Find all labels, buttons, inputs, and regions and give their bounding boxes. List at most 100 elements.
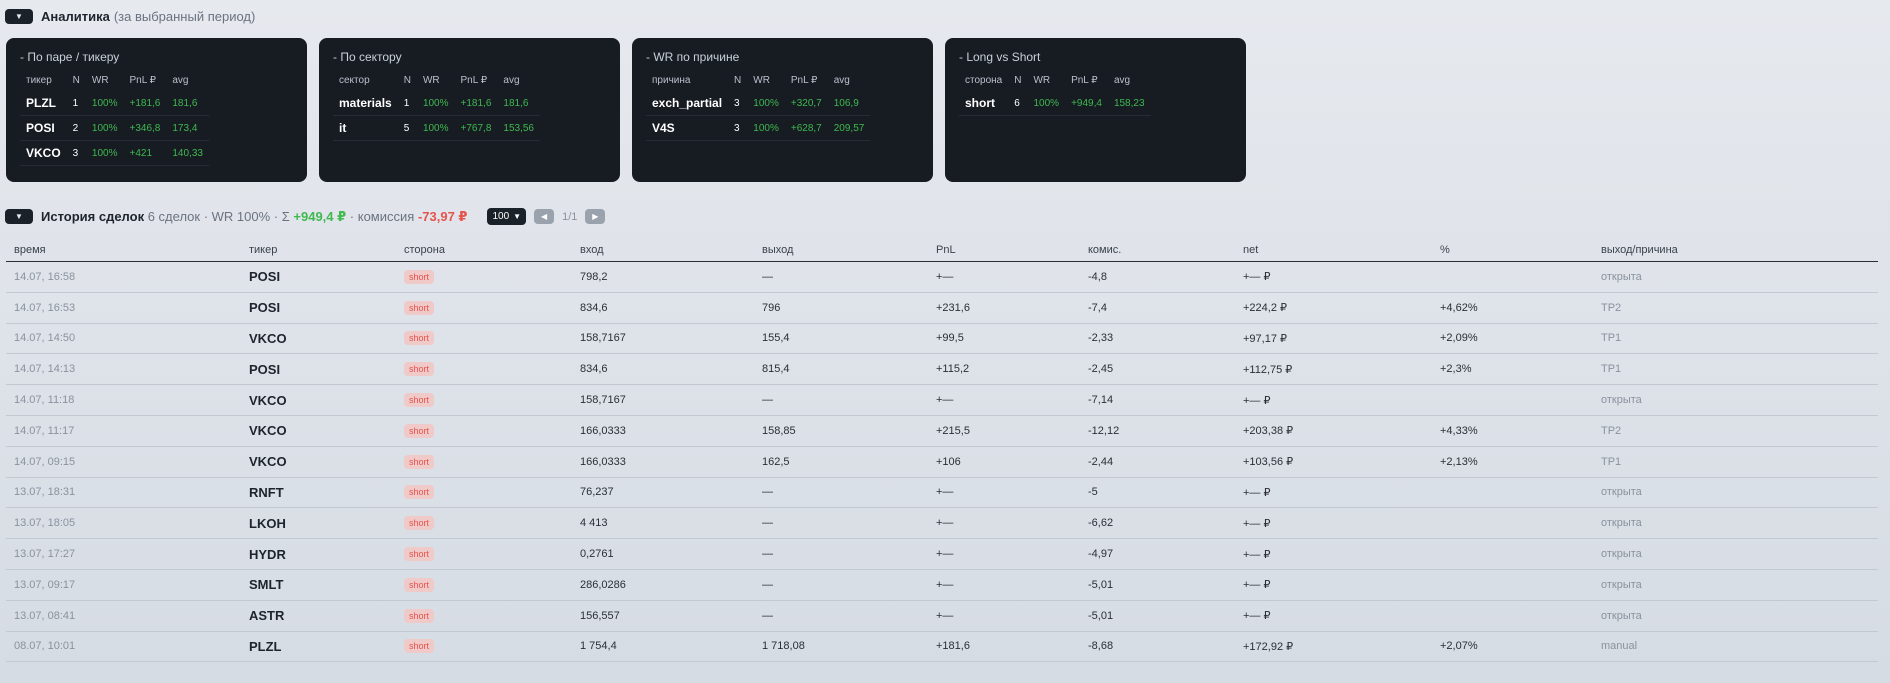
card-column-header[interactable]: avg — [503, 75, 520, 86]
card-column-header[interactable]: avg — [172, 75, 189, 86]
column-header[interactable]: PnL — [928, 238, 1080, 262]
card-column-header[interactable]: PnL ₽ — [790, 75, 818, 86]
card-column-header[interactable]: N — [403, 75, 411, 86]
card-header-row: тикер N WR PnL ₽ avg — [20, 72, 209, 91]
card-by-ticker: - По паре / тикеру тикер N WR PnL ₽ avg PLZL 1… — [6, 38, 307, 182]
table-row[interactable]: 13.07, 18:31 RNFT short 76,237— +— -5 +— ₽ откр… — [6, 477, 1878, 509]
pnl-cell: +181,6 — [928, 631, 1080, 663]
card-cell: +767,8 — [454, 115, 498, 141]
analytics-toggle-button[interactable]: ▼ — [5, 9, 33, 24]
card-title[interactable]: - По паре / тикеру — [20, 50, 120, 64]
table-row[interactable]: 14.07, 11:18 VKCO short 158,7167— +— -7,14 +— … — [6, 384, 1878, 416]
side-badge: short — [404, 393, 435, 408]
card-column-header[interactable]: причина — [652, 75, 691, 86]
chevron-down-icon: ▼ — [513, 212, 522, 221]
card-column-header[interactable]: avg — [833, 75, 850, 86]
column-header[interactable]: вход — [572, 238, 754, 262]
card-column-header[interactable]: сторона — [965, 75, 1003, 86]
column-header[interactable]: % — [1432, 238, 1593, 262]
entry-cell: 156,557 — [572, 600, 754, 632]
card-column-header[interactable]: N — [734, 75, 742, 86]
card-row-key: short — [959, 91, 1009, 116]
fee-cell: -6,62 — [1080, 507, 1235, 540]
card-title[interactable]: - WR по причине — [646, 50, 740, 64]
page-size-select[interactable]: 100 ▼ — [487, 208, 527, 225]
column-header[interactable]: выход/причина — [1593, 238, 1878, 262]
card-title[interactable]: - Long vs Short — [959, 50, 1041, 64]
pct-cell: +4,33% — [1432, 415, 1593, 447]
net-cell: +— ₽ — [1235, 569, 1432, 601]
card-column-header[interactable]: WR — [753, 75, 770, 86]
side-badge: short — [404, 516, 435, 531]
card-row-key: VKCO — [20, 140, 67, 166]
card-column-header[interactable]: PnL ₽ — [1071, 75, 1098, 86]
table-row[interactable]: 13.07, 09:17 SMLT short 286,0286— +— -5,01 +— … — [6, 569, 1878, 601]
card-row-key: exch_partial — [646, 91, 729, 116]
card-column-header[interactable]: тикер — [26, 75, 52, 86]
side-badge: short — [404, 423, 435, 438]
pct-cell: +2,07% — [1432, 631, 1593, 663]
time-cell: 13.07, 08:41 — [6, 600, 241, 632]
card-row-key: materials — [333, 91, 398, 116]
column-header[interactable]: время — [6, 238, 241, 262]
exit-cell: 815,4 — [754, 353, 928, 386]
column-header[interactable]: выход — [754, 238, 928, 262]
table-row[interactable]: 14.07, 14:50 VKCO short 158,7167 155,4 +99,5-… — [6, 323, 1878, 355]
side-cell: short — [396, 477, 572, 509]
pct-cell — [1432, 507, 1593, 540]
card-row-key: POSI — [20, 115, 67, 141]
ticker-cell: LKOH — [241, 507, 396, 540]
pnl-cell: +215,5 — [928, 415, 1080, 447]
exit-cell: — — [754, 538, 928, 570]
table-row[interactable]: 14.07, 16:58 POSI short 798,2— +— -4,8 +— ₽ отк… — [6, 261, 1878, 293]
table-row[interactable]: 14.07, 11:17 VKCO short 166,0333 158,85 +215,… — [6, 415, 1878, 447]
table-row[interactable]: 14.07, 16:53 POSI short 834,6 796 +231,6 -7,4 +… — [6, 292, 1878, 324]
entry-cell: 834,6 — [572, 292, 754, 324]
card-cell: 153,56 — [497, 115, 540, 141]
prev-page-button[interactable]: ◀ — [534, 209, 555, 224]
commission-label: · комиссия — [349, 208, 415, 224]
card-title[interactable]: - По сектору — [333, 50, 402, 64]
column-header[interactable]: сторона — [396, 238, 572, 262]
card-cell: +628,7 — [784, 115, 828, 141]
card-header-row: сектор N WR PnL ₽ avg — [333, 72, 540, 91]
card-row: POSI 2 100% +346,8 173,4 — [20, 115, 209, 141]
card-cell: 100% — [747, 115, 785, 141]
column-header[interactable]: net — [1235, 238, 1432, 262]
card-column-header[interactable]: PnL ₽ — [129, 75, 157, 86]
card-column-header[interactable]: avg — [1113, 75, 1131, 86]
side-badge: short — [404, 608, 435, 623]
table-row[interactable]: 08.07, 10:01 PLZL short 1 754,4 1 718,08 +181… — [6, 631, 1878, 663]
table-row[interactable]: 13.07, 17:27 HYDR short 0,2761— +— -4,97 +— ₽ о… — [6, 538, 1878, 570]
ticker-cell: POSI — [241, 261, 396, 293]
card-column-header[interactable]: WR — [91, 75, 109, 86]
table-row[interactable]: 14.07, 14:13 POSI short 834,6 815,4 +115,2 -2,… — [6, 353, 1878, 386]
card-column-header[interactable]: N — [1014, 75, 1022, 86]
history-toggle-button[interactable]: ▼ — [5, 209, 33, 224]
card-column-header[interactable]: сектор — [339, 75, 370, 86]
table-row[interactable]: 13.07, 08:41 ASTR short 156,557— +— -5,01 +— ₽… — [6, 600, 1878, 632]
reason-cell: открыта — [1593, 600, 1878, 632]
card-column-header[interactable]: WR — [1033, 75, 1051, 86]
entry-cell: 798,2 — [572, 261, 754, 293]
column-header[interactable]: тикер — [241, 238, 396, 262]
card-row-key: V4S — [646, 115, 729, 141]
entry-cell: 4 413 — [572, 507, 754, 540]
reason-cell: открыта — [1593, 538, 1878, 570]
card-cell: 3 — [66, 140, 86, 166]
card-cell: +346,8 — [123, 115, 167, 141]
card-long-vs-short: - Long vs Short сторона N WR PnL ₽ avg short 6… — [945, 38, 1246, 182]
card-column-header[interactable]: WR — [422, 75, 440, 86]
card-column-header[interactable]: N — [72, 75, 80, 86]
card-cell: +421 — [123, 140, 167, 166]
reason-cell: TP1 — [1593, 353, 1878, 386]
analytics-cards: - По паре / тикеру тикер N WR PnL ₽ avg PLZL 1… — [6, 38, 1246, 182]
card-wr-by-reason: - WR по причине причина N WR PnL ₽ avg exch_p… — [632, 38, 933, 182]
table-row[interactable]: 14.07, 09:15 VKCO short 166,0333 162,5 +106 -2… — [6, 446, 1878, 478]
ticker-cell: HYDR — [241, 538, 396, 570]
card-column-header[interactable]: PnL ₽ — [460, 75, 488, 86]
column-header[interactable]: комис. — [1080, 238, 1235, 262]
table-row[interactable]: 13.07, 18:05 LKOH short 4 413— +— -6,62 +— ₽ от… — [6, 507, 1878, 540]
card-cell: 209,57 — [827, 115, 871, 141]
next-page-button[interactable]: ▶ — [585, 209, 606, 224]
